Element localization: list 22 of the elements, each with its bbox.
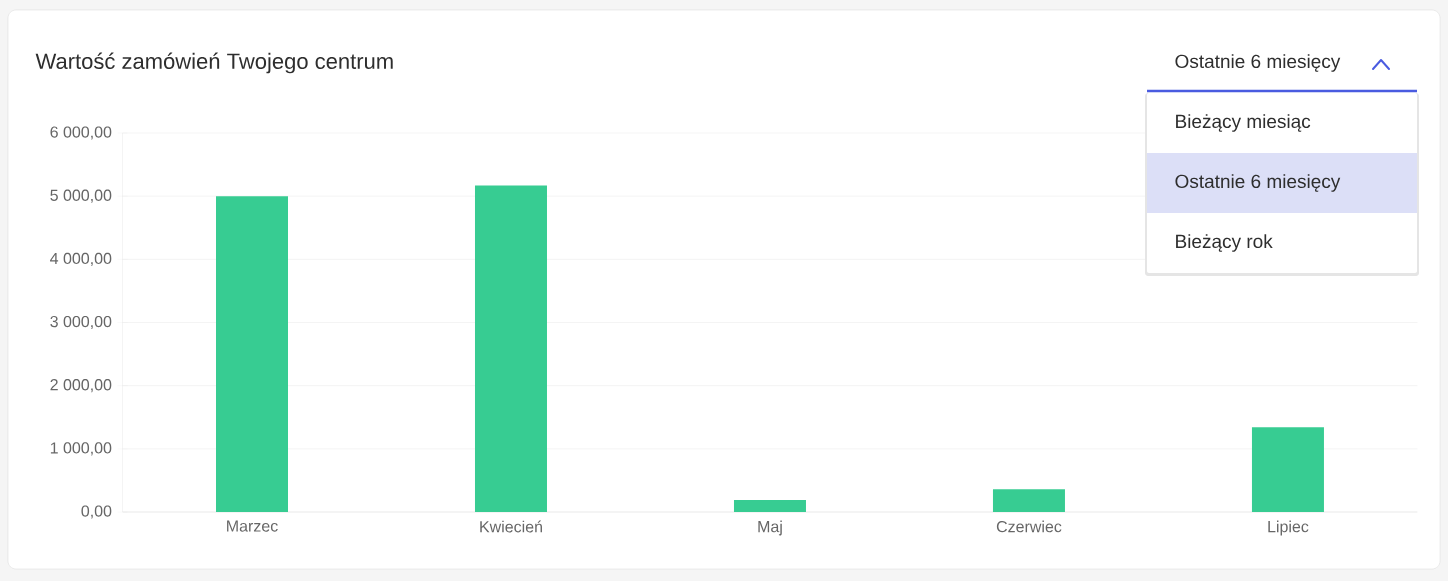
y-tick-label: 1 000,00 bbox=[50, 442, 112, 456]
x-tick-label: Czerwiec bbox=[996, 520, 1062, 533]
y-tick-label: 3 000,00 bbox=[50, 315, 112, 330]
bar bbox=[733, 500, 806, 512]
x-tick-label: Maj bbox=[758, 520, 782, 536]
y-tick-label: 0,00 bbox=[81, 505, 112, 519]
y-tick-label: 5 000,00 bbox=[50, 189, 112, 203]
chart-title: Wartość zamówień Twojego centrum bbox=[35, 52, 393, 74]
bar bbox=[474, 185, 547, 512]
annotation: Bieżący rok bbox=[1176, 234, 1273, 252]
x-tick-label: Lipiec bbox=[1268, 520, 1309, 536]
y-tick-label: 2 000,00 bbox=[50, 379, 112, 393]
y-tick-label: 4 000,00 bbox=[50, 252, 112, 266]
bar bbox=[216, 196, 288, 512]
text: Ostatnie 6 miesięcy bbox=[1175, 54, 1341, 72]
y-tick-label: 6 000,00 bbox=[50, 126, 112, 140]
bar bbox=[1251, 427, 1324, 512]
annotation: Ostatnie 6 miesięcy bbox=[1175, 174, 1341, 192]
text: Bieżący miesiąc bbox=[1176, 114, 1311, 132]
x-tick-label: Kwiecień bbox=[480, 520, 542, 533]
bar bbox=[992, 489, 1065, 512]
x-tick-label: Marzec bbox=[227, 520, 278, 532]
